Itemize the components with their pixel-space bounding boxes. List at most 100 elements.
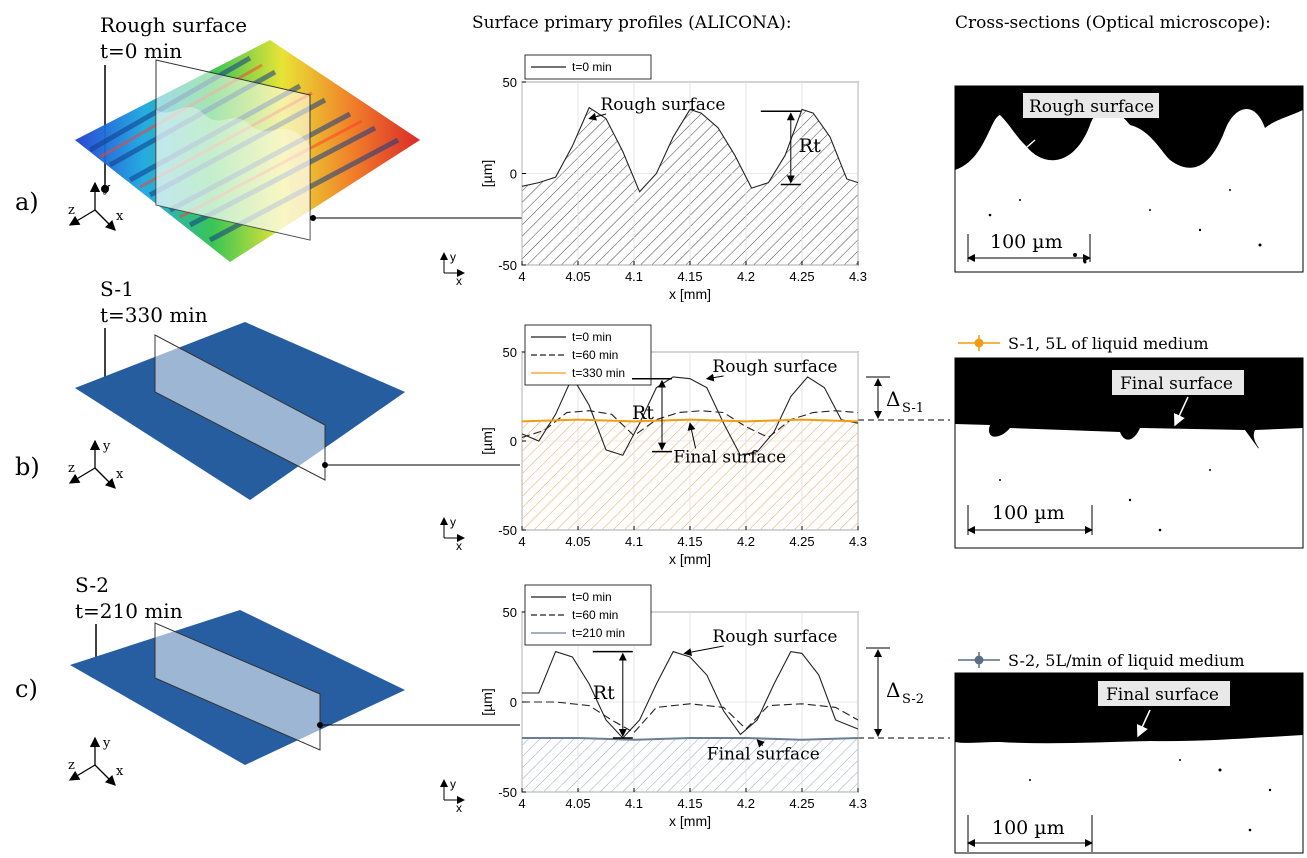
delta-s2: Δ S-2 [858, 647, 950, 739]
x-tick-label: 4 [518, 534, 525, 549]
axis-x-label: x [116, 764, 124, 779]
x-tick-label: 4.15 [677, 269, 702, 284]
y-axis-label: [µm] [479, 427, 495, 455]
series-line-t-60-min [521, 410, 859, 439]
row-letter: b) [15, 453, 40, 481]
connector-dot [310, 215, 316, 221]
row-c: c) S-2 t=210 min y z x Δ S-2 [15, 573, 1304, 854]
series-line-t-0-min [522, 650, 859, 739]
x-tick-label: 4.3 [849, 796, 867, 811]
rough-surface-arrow [705, 373, 724, 382]
cs-label-arrow [1016, 139, 1036, 156]
sample-time: t=330 min [100, 303, 208, 327]
rough-surface-arrow [588, 112, 607, 121]
cs-legend-marker [974, 338, 984, 348]
delta-symbol: Δ [886, 678, 900, 702]
x-tick-label: 4.05 [565, 796, 590, 811]
x-axis-label: x [mm] [669, 551, 711, 567]
sample-time: t=210 min [75, 599, 183, 623]
y-tick-label: 50 [503, 75, 517, 90]
x-axis-label: x [mm] [669, 286, 711, 302]
series-line-t-330-min [521, 418, 859, 423]
profiles-header: Surface primary profiles (ALICONA): [472, 13, 792, 33]
x-tick-label: 4.25 [789, 534, 814, 549]
x-tick-label: 4 [518, 796, 525, 811]
x-tick-label: 4.05 [565, 269, 590, 284]
rough-surface-arrow [683, 645, 724, 657]
final-surface-arrow [687, 422, 697, 449]
axis-triad: y z x [68, 736, 124, 786]
surface-3d-rough [75, 40, 420, 262]
axis-triad: y z x [68, 439, 124, 489]
legend-label: t=330 min [572, 366, 625, 380]
legend-label: t=0 min [572, 330, 612, 344]
profile-chart-c: 4 4.05 4.1 4.15 4.2 4.25 4.3 -50 0 50 x [mm] [µm] yx… [440, 584, 867, 829]
legend-label: t=210 min [572, 626, 625, 640]
rt-label: Rt [632, 402, 654, 424]
axis-z-label: z [68, 203, 75, 218]
axis-x-label: x [116, 209, 124, 224]
mini-axis-x-label: x [456, 274, 462, 288]
x-axis-label: x [mm] [669, 813, 711, 829]
legend-label: t=0 min [572, 590, 612, 604]
y-axis-label: [µm] [479, 160, 495, 188]
y-tick-label: 50 [503, 605, 517, 620]
x-tick-label: 4.15 [677, 534, 702, 549]
x-tick-label: 4.1 [625, 534, 643, 549]
cs-label-box [1098, 681, 1230, 706]
mini-axis-y-label: y [450, 777, 456, 791]
profile-chart-b: 4 4.05 4.1 4.15 4.2 4.25 4.3 -50 0 50 x [mm] [µm] yx… [440, 324, 867, 567]
row-a: a) Rough surface t=0 min [15, 13, 1304, 273]
series-line-t-60-min [522, 701, 859, 734]
x-tick-label: 4.3 [849, 269, 867, 284]
axis-y-label: y [102, 439, 111, 454]
surface-3d-s2 [70, 610, 405, 765]
delta-s1: Δ S-1 [858, 376, 950, 421]
legend-label: t=60 min [572, 608, 618, 622]
cs-label-box [1112, 370, 1244, 395]
cs-label: Final surface [1106, 685, 1219, 705]
x-tick-label: 4 [518, 269, 525, 284]
x-tick-label: 4.25 [789, 796, 814, 811]
series-line-t-0-min [521, 106, 859, 193]
profile-chart-a: 4 4.05 4.1 4.15 4.2 4.25 4.3 -50 0 50 x [mm] [µm] yx… [440, 54, 867, 302]
x-tick-label: 4.25 [789, 269, 814, 284]
x-tick-label: 4.2 [737, 269, 755, 284]
row-letter: a) [15, 188, 39, 216]
cs-label: Rough surface [1029, 97, 1154, 117]
cross-section-c: S-2, 5L/min of liquid medium Final surfa… [954, 651, 1304, 854]
delta-subscript: S-2 [902, 692, 924, 707]
y-axis-label: [µm] [479, 688, 495, 716]
connector-dot [322, 462, 328, 468]
mini-axis-x-label: x [456, 539, 462, 553]
mini-axis-y-label: y [450, 250, 456, 264]
rough-surface-label: Rough surface [712, 357, 837, 377]
legend-label: t=60 min [572, 348, 618, 362]
delta-symbol: Δ [886, 387, 900, 411]
scale-bar-label: 100 µm [992, 817, 1065, 839]
mini-axis-x-label: x [456, 801, 462, 815]
cs-legend-text: S-1, 5L of liquid medium [1008, 334, 1209, 353]
cross-sections-header: Cross-sections (Optical microscope): [955, 13, 1271, 33]
axis-y-label: y [102, 181, 111, 196]
y-tick-label: 0 [510, 167, 517, 182]
mini-axis-y-label: y [450, 515, 456, 529]
final-surface-label: Final surface [707, 745, 820, 765]
final-surface-arrow [756, 739, 765, 748]
rough-surface-label: Rough surface [712, 627, 837, 647]
rt-label: Rt [593, 682, 615, 704]
cross-section-a: Rough surface 100 µm [954, 85, 1304, 273]
sample-name: Rough surface [100, 13, 247, 37]
rt-label: Rt [799, 135, 821, 157]
axis-y-label: y [102, 736, 111, 751]
scale-bar-label: 100 µm [992, 502, 1065, 524]
connector-dot [317, 722, 323, 728]
scale-bar-label: 100 µm [990, 231, 1063, 253]
pointer-dot [101, 185, 109, 193]
x-tick-label: 4.2 [737, 796, 755, 811]
delta-subscript: S-1 [902, 401, 924, 416]
sample-name: S-1 [100, 277, 134, 301]
cs-label-box [1023, 93, 1159, 118]
legend-label: t=0 min [572, 60, 612, 74]
